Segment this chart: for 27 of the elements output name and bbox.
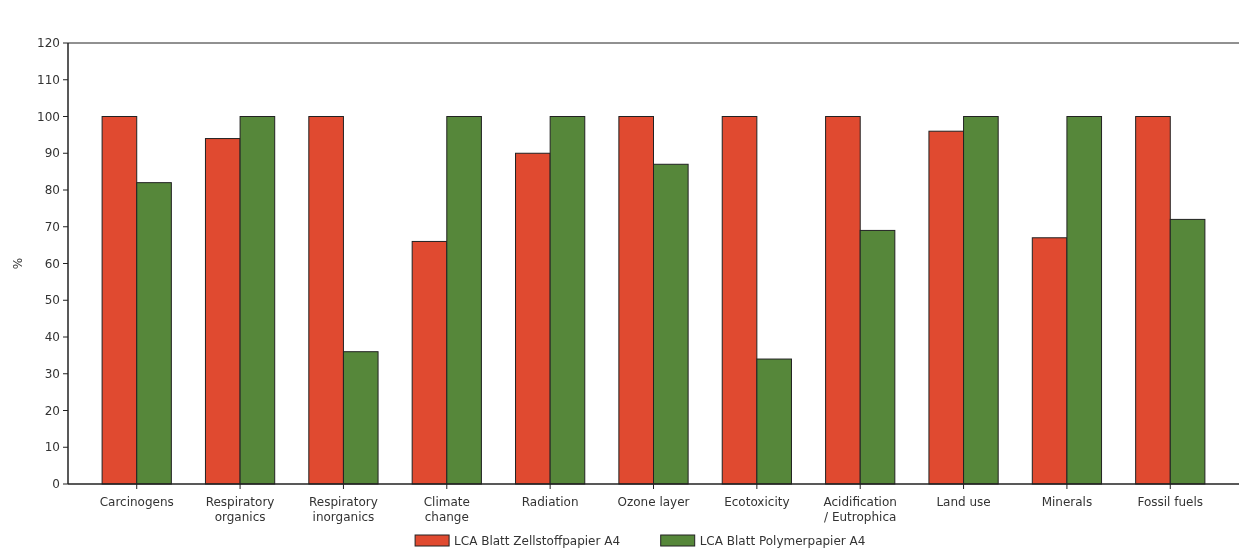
legend-label: LCA Blatt Zellstoffpapier A4 xyxy=(454,534,621,549)
y-tick-label: 80 xyxy=(44,183,60,198)
x-tick-label: Respiratory inorganics xyxy=(309,495,378,524)
y-tick-label: 40 xyxy=(44,330,60,345)
y-tick-label: 120 xyxy=(37,36,60,51)
y-tick-label: 10 xyxy=(44,440,60,455)
y-tick-label: 110 xyxy=(37,72,60,87)
x-tick-label: Fossil fuels xyxy=(1137,495,1204,509)
y-tick-label: 100 xyxy=(37,109,60,124)
y-tick-label: 0 xyxy=(52,477,60,492)
y-tick-label: 90 xyxy=(44,146,60,161)
y-tick-label: 50 xyxy=(44,293,60,308)
y-tick-label: 20 xyxy=(44,403,60,418)
y-tick-label: 30 xyxy=(44,366,60,381)
x-tick-label: Climate change xyxy=(423,495,470,524)
y-axis-title: % xyxy=(11,257,25,270)
x-tick-label: Acidification / Eutrophica xyxy=(823,495,897,524)
y-tick-label: 70 xyxy=(44,219,60,234)
x-tick-label: Ecotoxicity xyxy=(724,495,790,509)
x-tick-label: Radiation xyxy=(521,495,579,509)
y-tick-label: 60 xyxy=(44,256,60,271)
x-tick-label: Land use xyxy=(936,495,991,509)
x-tick-label: Minerals xyxy=(1041,495,1093,509)
x-tick-label: Respiratory organics xyxy=(205,495,275,524)
x-tick-label: Carcinogens xyxy=(99,495,174,509)
x-tick-label: Ozone layer xyxy=(617,495,690,509)
legend-label: LCA Blatt Polymerpapier A4 xyxy=(699,534,866,549)
